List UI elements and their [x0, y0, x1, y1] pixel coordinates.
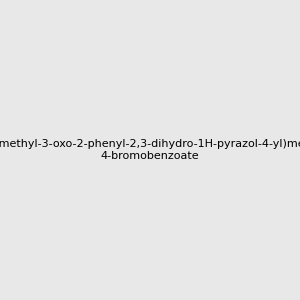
Text: 4-[bis(1,5-dimethyl-3-oxo-2-phenyl-2,3-dihydro-1H-pyrazol-4-yl)methyl]phenyl 4-b: 4-[bis(1,5-dimethyl-3-oxo-2-phenyl-2,3-d…	[0, 139, 300, 161]
